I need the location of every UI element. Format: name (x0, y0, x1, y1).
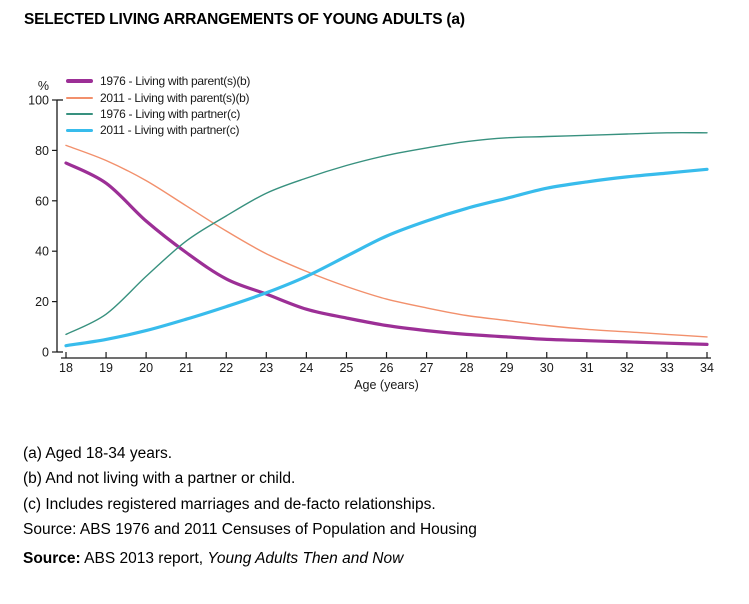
x-tick-label: 34 (700, 361, 714, 375)
y-tick-label: 80 (35, 144, 49, 158)
y-tick-label: 0 (42, 346, 49, 360)
chart-title: SELECTED LIVING ARRANGEMENTS OF YOUNG AD… (24, 11, 465, 28)
legend-label: 2011 - Living with parent(s)(b) (100, 90, 250, 105)
x-axis: 18 19 20 21 22 23 24 25 26 27 28 29 30 31 32 33 34 Age (y… (59, 352, 714, 392)
y-tick-label: 100 (28, 94, 49, 108)
x-tick-label: 21 (179, 361, 193, 375)
line-chart: 0 20 40 60 80 100% 18 19 20 21 22 23 24 25 26 27 28 29 30 3… (28, 79, 714, 392)
x-tick-label: 28 (460, 361, 474, 375)
y-axis: 0 20 40 60 80 100% (28, 79, 63, 360)
footnote-c: (c) Includes registered marriages and de… (23, 495, 436, 513)
legend: 1976 - Living with parent(s)(b) 2011 - Li… (66, 73, 250, 139)
x-tick-label: 22 (219, 361, 233, 375)
legend-item-2: 1976 - Living with partner(c) (66, 106, 250, 122)
legend-label: 2011 - Living with partner(c) (100, 123, 240, 138)
x-tick-label: 20 (139, 361, 153, 375)
x-axis-title: Age (years) (354, 378, 419, 392)
legend-item-1: 2011 - Living with parent(s)(b) (66, 89, 250, 105)
legend-line-swatch (66, 96, 93, 99)
footnote-a: (a) Aged 18-34 years. (23, 445, 173, 462)
report-source-line: Source: ABS 2013 report, Young Adults Th… (23, 550, 403, 568)
x-tick-label: 29 (500, 361, 514, 375)
legend-label: 1976 - Living with parent(s)(b) (100, 74, 251, 89)
x-tick-label: 32 (620, 361, 634, 375)
source-label: Source: (23, 550, 81, 567)
x-tick-label: 19 (99, 361, 113, 375)
footnote-census-source: Source: ABS 1976 and 2011 Censuses of Po… (23, 520, 477, 538)
y-tick-label: 40 (35, 245, 49, 259)
legend-item-3: 2011 - Living with partner(c) (66, 122, 250, 138)
x-tick-label: 18 (59, 361, 73, 375)
footnote-b: (b) And not living with a partner or chi… (23, 470, 296, 488)
series-line-2 (65, 131, 708, 336)
x-tick-label: 25 (339, 361, 353, 375)
series-line-1 (65, 144, 708, 338)
legend-label: 1976 - Living with partner(c) (100, 106, 241, 121)
x-tick-label: 33 (660, 361, 674, 375)
legend-line-swatch (66, 79, 93, 83)
x-tick-label: 23 (259, 361, 273, 375)
y-tick-label: 60 (35, 194, 49, 208)
x-tick-label: 31 (580, 361, 594, 375)
footnotes: (a) Aged 18-34 years. (b) And not living… (23, 441, 477, 542)
series-line-3 (64, 167, 709, 348)
x-tick-label: 24 (299, 361, 313, 375)
source-text: ABS 2013 report, (80, 550, 208, 567)
legend-line-swatch (66, 128, 93, 133)
legend-line-swatch (66, 112, 93, 115)
y-tick-label: 20 (35, 295, 49, 309)
y-axis-title: % (38, 79, 49, 93)
legend-item-0: 1976 - Living with parent(s)(b) (66, 73, 250, 89)
x-tick-label: 27 (420, 361, 434, 375)
x-tick-label: 30 (540, 361, 554, 375)
source-title-italic: Young Adults Then and Now (207, 550, 404, 567)
x-tick-label: 26 (380, 361, 394, 375)
series-line-0 (64, 161, 709, 346)
